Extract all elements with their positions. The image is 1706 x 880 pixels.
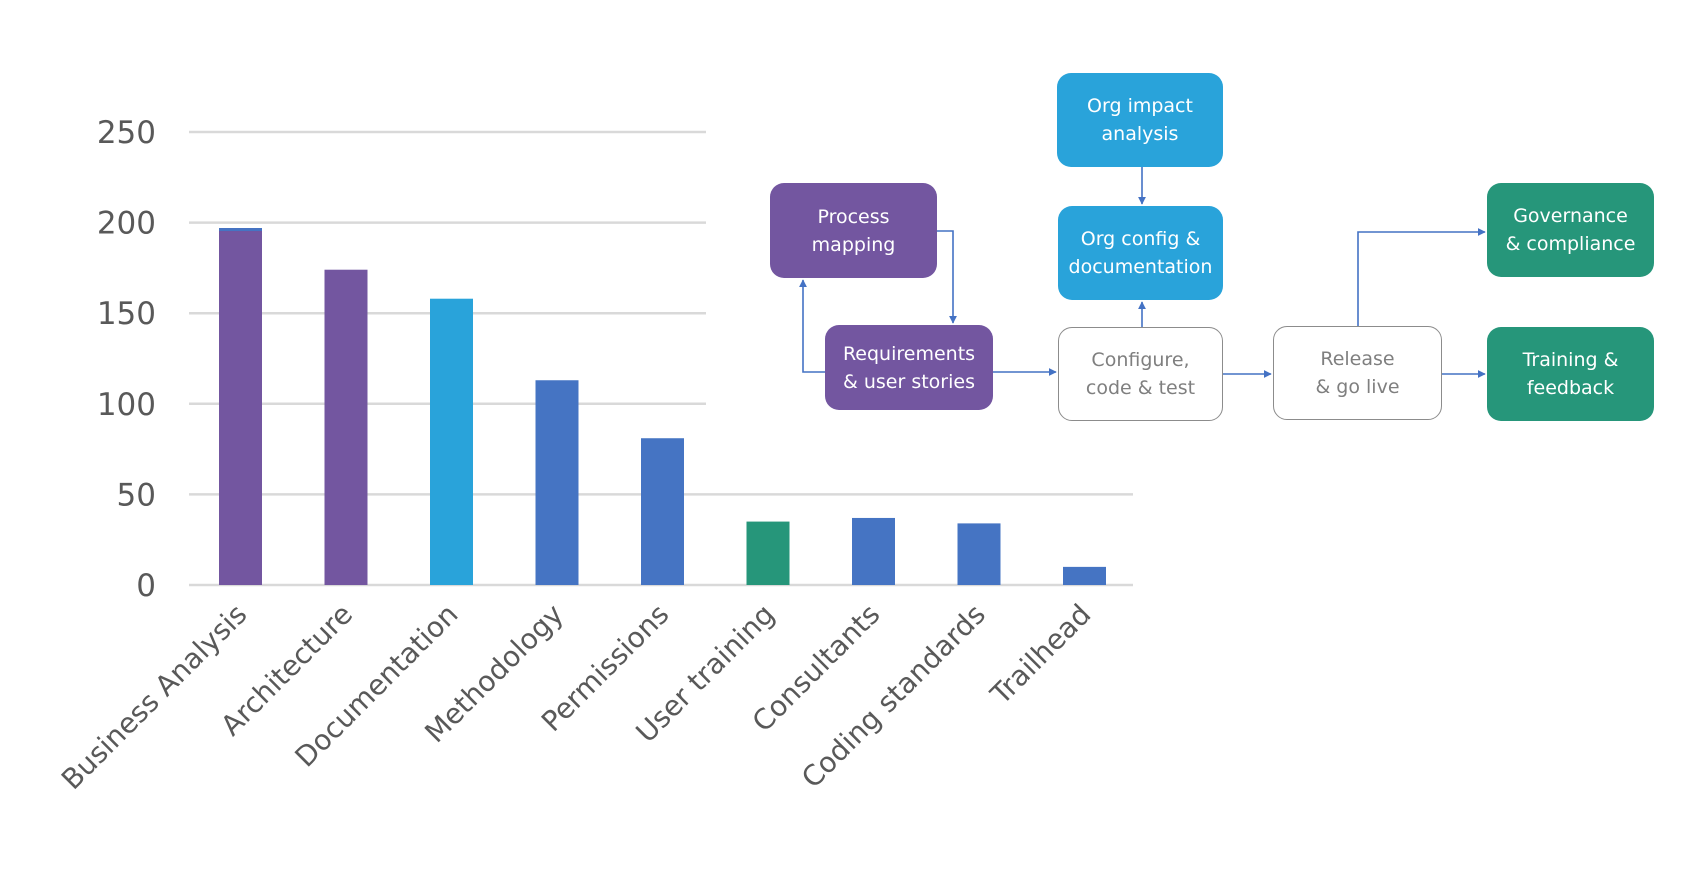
y-axis-ticks: 0 50 100 150 200 250 [97, 115, 156, 604]
box-release: Release & go live [1273, 326, 1442, 420]
bar-coding-standards [957, 523, 1001, 585]
x-tick-label: Trailhead [984, 598, 1098, 712]
bar-consultants [852, 517, 895, 585]
bar-trailhead [1063, 566, 1106, 585]
box-process-mapping: Process mapping [770, 183, 937, 278]
y-tick-label: 0 [136, 568, 156, 604]
bars [219, 228, 1106, 585]
x-tick-label: Business Analysis [55, 598, 254, 797]
y-tick-label: 100 [97, 387, 156, 423]
box-org-config: Org config & documentation [1058, 206, 1223, 300]
bar-permissions [641, 438, 684, 585]
y-tick-label: 150 [97, 296, 156, 332]
box-training-label: Training & feedback [1522, 349, 1619, 399]
bar-documentation [430, 298, 473, 585]
box-configure: Configure, code & test [1058, 327, 1223, 421]
box-requirements: Requirements & user stories [825, 325, 993, 410]
box-configure-label: Configure, code & test [1085, 349, 1196, 399]
bar-methodology [535, 380, 579, 585]
box-governance: Governance & compliance [1487, 183, 1654, 277]
box-requirements-label: Requirements & user stories [842, 342, 976, 393]
y-tick-label: 50 [117, 477, 156, 513]
box-training: Training & feedback [1487, 327, 1654, 421]
y-tick-label: 200 [97, 206, 156, 242]
box-release-label: Release & go live [1315, 348, 1400, 398]
box-org-impact: Org impact analysis [1057, 73, 1223, 167]
box-governance-label: Governance & compliance [1505, 205, 1636, 255]
y-tick-label: 250 [97, 115, 156, 151]
box-process-mapping-label: Process mapping [811, 205, 896, 256]
box-org-config-label: Org config & documentation [1068, 228, 1213, 278]
bar-architecture [324, 269, 368, 585]
box-org-impact-label: Org impact analysis [1087, 95, 1193, 145]
x-axis-ticks: Business AnalysisArchitectureDocumentati… [55, 598, 1098, 797]
x-tick-label: Coding standards [795, 598, 992, 795]
bar-cap [219, 228, 262, 232]
bar-business-analysis [219, 228, 262, 585]
bar-user-training [746, 521, 790, 585]
